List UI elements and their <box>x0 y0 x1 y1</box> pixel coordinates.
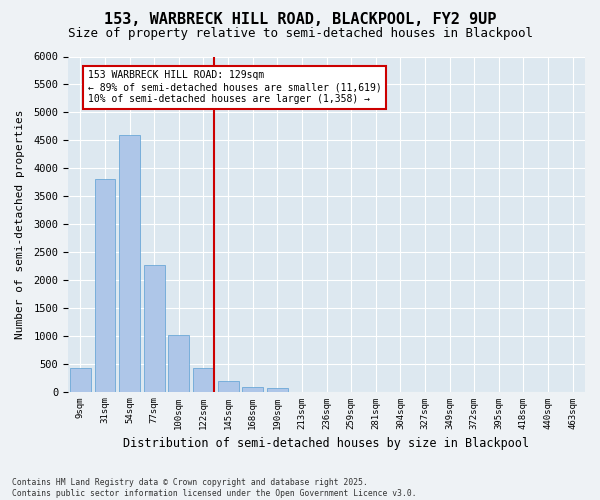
Bar <box>95 180 115 392</box>
Text: 153, WARBRECK HILL ROAD, BLACKPOOL, FY2 9UP: 153, WARBRECK HILL ROAD, BLACKPOOL, FY2 … <box>104 12 496 28</box>
Bar <box>242 388 263 392</box>
Bar <box>144 265 164 392</box>
Y-axis label: Number of semi-detached properties: Number of semi-detached properties <box>15 110 25 339</box>
Bar <box>193 368 214 392</box>
Bar <box>169 335 189 392</box>
Bar <box>218 381 239 392</box>
Bar <box>70 368 91 392</box>
X-axis label: Distribution of semi-detached houses by size in Blackpool: Distribution of semi-detached houses by … <box>124 437 530 450</box>
Text: Contains HM Land Registry data © Crown copyright and database right 2025.
Contai: Contains HM Land Registry data © Crown c… <box>12 478 416 498</box>
Text: 153 WARBRECK HILL ROAD: 129sqm
← 89% of semi-detached houses are smaller (11,619: 153 WARBRECK HILL ROAD: 129sqm ← 89% of … <box>88 70 382 104</box>
Bar <box>267 388 288 392</box>
Bar <box>119 134 140 392</box>
Text: Size of property relative to semi-detached houses in Blackpool: Size of property relative to semi-detach… <box>67 28 533 40</box>
